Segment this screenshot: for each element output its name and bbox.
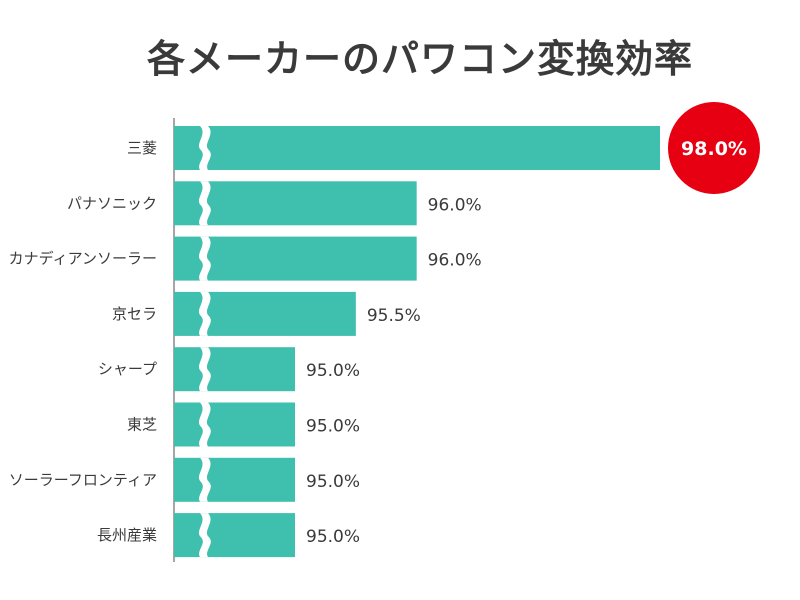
category-label-6: ソーラーフロンティア bbox=[9, 471, 157, 489]
value-label-5: 95.0% bbox=[306, 417, 360, 437]
axis-break-mark-0 bbox=[198, 126, 211, 170]
category-label-4: シャープ bbox=[98, 360, 157, 378]
axis-break-mark-4 bbox=[198, 347, 211, 392]
bar-5 bbox=[174, 402, 295, 447]
bar-4 bbox=[174, 347, 295, 392]
bar-2 bbox=[174, 236, 417, 281]
axis-break-mark-3 bbox=[198, 291, 211, 336]
axis-break-mark-1 bbox=[198, 181, 211, 226]
category-label-0: 三菱 bbox=[127, 139, 157, 157]
axis-break-mark-7 bbox=[198, 513, 211, 558]
category-label-7: 長州産業 bbox=[97, 526, 157, 544]
value-label-2: 96.0% bbox=[428, 251, 482, 271]
value-label-3: 95.5% bbox=[367, 306, 421, 326]
category-label-2: カナディアンソーラー bbox=[9, 250, 157, 268]
value-label-7: 95.0% bbox=[306, 527, 360, 547]
category-label-1: パナソニック bbox=[67, 194, 157, 212]
bar-1 bbox=[174, 181, 417, 226]
bar-0 bbox=[174, 126, 660, 170]
bar-7 bbox=[174, 513, 295, 558]
bar-6 bbox=[174, 457, 295, 502]
highlight-badge bbox=[668, 102, 760, 194]
value-label-4: 95.0% bbox=[306, 361, 360, 381]
bars-group: 三菱 98.0% パナソニック 96.0% カナディアンソーラー 96.0% 京セラ 95.5… bbox=[9, 102, 760, 558]
axis-break-mark-2 bbox=[198, 236, 211, 281]
category-label-3: 京セラ bbox=[112, 305, 157, 323]
axis-break-mark-6 bbox=[198, 457, 211, 502]
category-label-5: 東芝 bbox=[127, 416, 157, 434]
value-label-6: 95.0% bbox=[306, 472, 360, 492]
value-label-1: 96.0% bbox=[428, 195, 482, 215]
axis-break-mark-5 bbox=[198, 402, 211, 447]
value-label-0: 98.0% bbox=[681, 138, 747, 160]
chart-title: 各メーカーのパワコン変換効率 bbox=[146, 37, 693, 81]
